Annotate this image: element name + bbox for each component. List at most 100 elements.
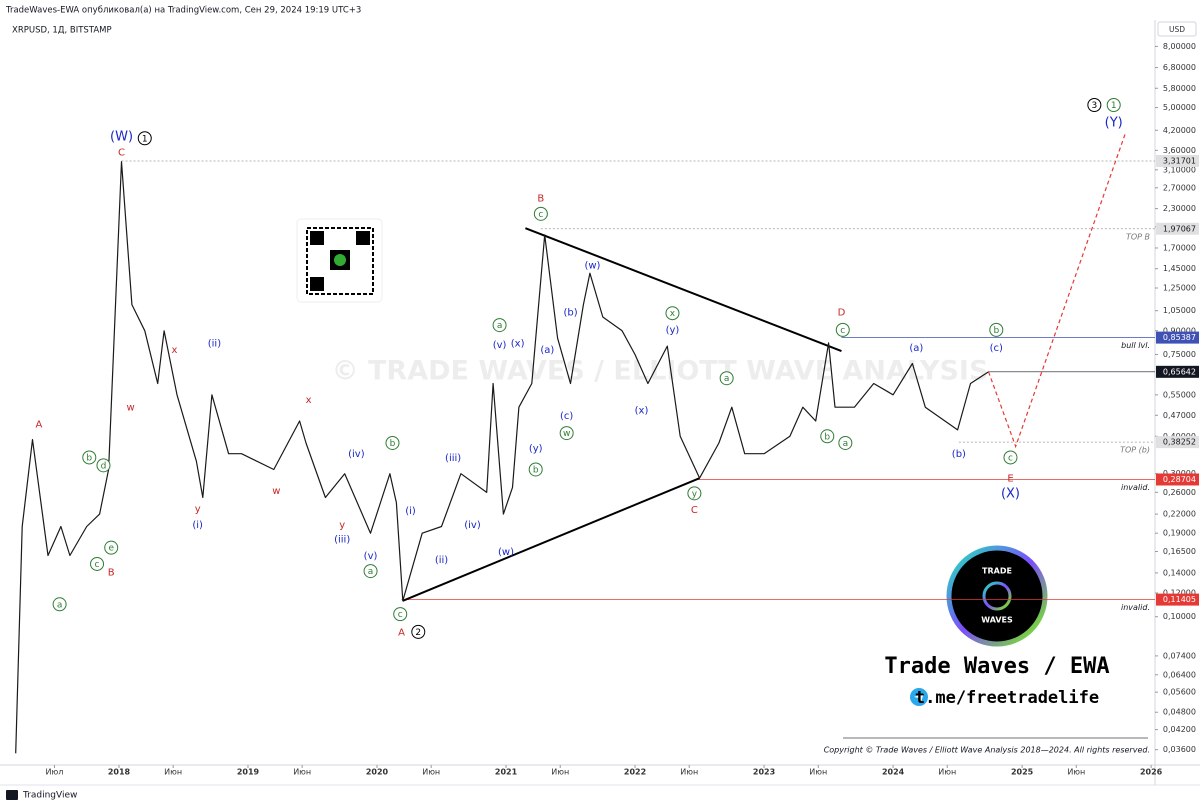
- wave-label: (y): [666, 325, 680, 336]
- y-tick-label: 0,04800: [1163, 708, 1196, 717]
- y-tick-label: 0,22000: [1163, 510, 1196, 519]
- header: TradeWaves-EWA опубликовал(а) на Trading…: [5, 6, 361, 16]
- x-tick-label: 2026: [1140, 768, 1163, 777]
- wave-label: (v): [364, 551, 378, 562]
- y-tick-label: 0,10000: [1163, 612, 1196, 621]
- wave-label: x: [670, 309, 676, 319]
- symbol: XRPUSD, 1Д, BITSTAMP: [12, 26, 112, 36]
- wave-label: y: [195, 504, 201, 515]
- wave-label: D: [838, 307, 846, 318]
- x-tick-label: 2020: [366, 768, 389, 777]
- copyright: Copyright © Trade Waves / Elliott Wave A…: [824, 746, 1150, 755]
- wave-label: c: [95, 560, 100, 570]
- x-tick-label: Июн: [293, 768, 311, 777]
- level-note: invalid.: [1121, 603, 1150, 612]
- level-label: 0,65642: [1163, 367, 1196, 376]
- x-tick-label: 2021: [495, 768, 518, 777]
- wave-label: (b): [952, 449, 966, 460]
- wave-label: (iv): [464, 520, 481, 531]
- level-note: TOP (b): [1120, 446, 1150, 455]
- wave-label: (a): [540, 345, 554, 356]
- wave-label: d: [101, 461, 107, 471]
- wave-circle: [687, 486, 702, 501]
- wave-label: A: [36, 419, 43, 430]
- x-tick-label: 2019: [237, 768, 260, 777]
- y-tick-label: 0,75000: [1163, 350, 1196, 359]
- wave-circle: [835, 322, 850, 337]
- wave-label: w: [126, 403, 134, 414]
- y-tick-label: 0,26000: [1163, 488, 1196, 497]
- wave-label: B: [537, 193, 544, 204]
- wave-label: B: [108, 567, 115, 578]
- footer: TradingView: [22, 791, 77, 801]
- wave-circle: [989, 322, 1004, 337]
- wave-circle: [1106, 98, 1121, 113]
- wave-circle: [665, 306, 680, 321]
- y-tick-label: 0,03600: [1163, 745, 1196, 754]
- wave-label: (i): [192, 520, 203, 531]
- wave-label: e: [108, 544, 114, 554]
- wave-label: 3: [1091, 101, 1097, 111]
- wave-label: w: [272, 486, 280, 497]
- y-tick-label: 1,25000: [1163, 283, 1196, 292]
- wave-label: (y): [529, 444, 543, 455]
- level-label: 0,38252: [1163, 438, 1196, 447]
- level-note: invalid.: [1121, 483, 1150, 492]
- wave-label: (x): [635, 405, 649, 416]
- x-tick-label: 2024: [882, 768, 905, 777]
- wave-label: 1: [142, 134, 148, 144]
- wave-circle: [1087, 98, 1102, 113]
- wave-label: 2: [415, 628, 421, 638]
- wave-label: b: [533, 465, 539, 475]
- currency: USD: [1169, 25, 1185, 34]
- y-tick-label: 2,70000: [1163, 183, 1196, 192]
- brand-link[interactable]: t.me/freetradelife: [915, 688, 1099, 708]
- wave-label: 1: [1111, 101, 1117, 111]
- wave-circle: [104, 540, 119, 555]
- wave-label: b: [86, 453, 92, 463]
- tv-logo: [6, 790, 18, 800]
- x-tick-label: 2023: [753, 768, 775, 777]
- wave-circle: [393, 607, 408, 622]
- wave-label: (ii): [208, 338, 221, 349]
- wave-label: a: [497, 321, 503, 331]
- wave-label: C: [118, 147, 125, 158]
- wave-label: (iii): [334, 534, 350, 545]
- wave-label: b: [390, 439, 396, 449]
- y-tick-label: 0,12000: [1163, 588, 1196, 597]
- wave-label: (iv): [348, 449, 365, 460]
- y-tick-label: 0,19000: [1163, 529, 1196, 538]
- y-tick-label: 0,14000: [1163, 568, 1196, 577]
- y-tick-label: 1,05000: [1163, 306, 1196, 315]
- level-label: 0,11405: [1163, 595, 1196, 604]
- y-tick-label: 3,60000: [1163, 146, 1196, 155]
- wave-label: a: [368, 567, 374, 577]
- wave-circle: [838, 435, 853, 450]
- wave-label: c: [1008, 453, 1013, 463]
- level-note: TOP B: [1126, 232, 1150, 241]
- wave-label: (w): [584, 261, 600, 272]
- y-tick-label: 0,16500: [1163, 547, 1196, 556]
- wave-label: a: [724, 374, 730, 384]
- y-tick-label: 0,55000: [1163, 390, 1196, 399]
- level-note: bull lvl.: [1121, 341, 1150, 350]
- wave-label: b: [824, 432, 830, 442]
- brand-name: Trade Waves / EWA: [884, 654, 1109, 679]
- wave-label: A: [398, 627, 405, 638]
- y-tick-label: 0,06400: [1163, 670, 1196, 679]
- logo: TRADE WAVES: [946, 545, 1048, 647]
- wave-label: y: [339, 520, 345, 531]
- x-tick-label: Июн: [680, 768, 698, 777]
- y-tick-label: 0,07400: [1163, 651, 1196, 660]
- wave-circle: [533, 206, 548, 221]
- y-tick-label: 5,80000: [1163, 84, 1196, 93]
- wave-label: x: [171, 345, 177, 356]
- wave-circle: [363, 564, 378, 579]
- level-label: 0,85387: [1163, 333, 1196, 342]
- x-tick-label: 2022: [624, 768, 646, 777]
- wave-label: (a): [909, 343, 923, 354]
- currency-box: [1157, 21, 1197, 37]
- y-tick-label: 0,90000: [1163, 326, 1196, 335]
- wave-label: (iii): [445, 453, 461, 464]
